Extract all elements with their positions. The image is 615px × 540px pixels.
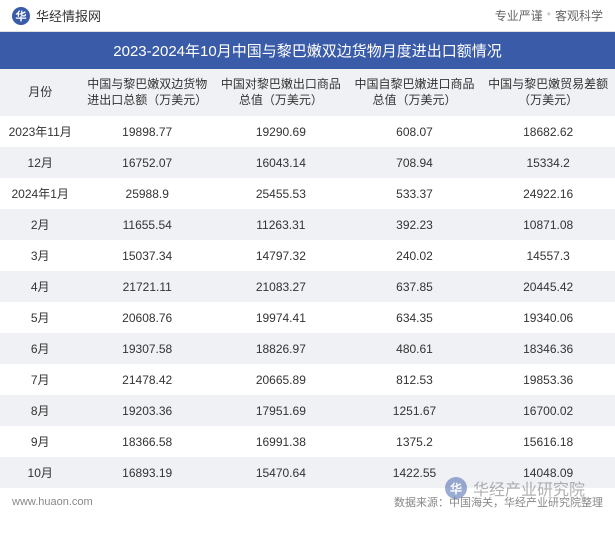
cell-balance: 15616.18	[481, 426, 615, 457]
footer-source: 数据来源：中国海关，华经产业研究院整理	[394, 494, 603, 510]
tagline-right: 客观科学	[555, 7, 603, 24]
cell-total: 21478.42	[80, 364, 214, 395]
cell-balance: 16700.02	[481, 395, 615, 426]
cell-import: 634.35	[348, 302, 482, 333]
column-header-export: 中国对黎巴嫩出口商品总值（万美元）	[214, 69, 348, 116]
trade-data-table: 月份 中国与黎巴嫩双边货物进出口总额（万美元） 中国对黎巴嫩出口商品总值（万美元…	[0, 69, 615, 488]
cell-total: 15037.34	[80, 240, 214, 271]
cell-export: 19290.69	[214, 116, 348, 147]
cell-month: 7月	[0, 364, 80, 395]
cell-month: 12月	[0, 147, 80, 178]
cell-import: 1375.2	[348, 426, 482, 457]
cell-total: 20608.76	[80, 302, 214, 333]
table-row: 12月 16752.07 16043.14 708.94 15334.2	[0, 147, 615, 178]
tagline: 专业严谨 • 客观科学	[495, 7, 603, 24]
footer-bar: www.huaon.com 数据来源：中国海关，华经产业研究院整理	[0, 488, 615, 516]
cell-balance: 19340.06	[481, 302, 615, 333]
cell-import: 1422.55	[348, 457, 482, 488]
table-row: 8月 19203.36 17951.69 1251.67 16700.02	[0, 395, 615, 426]
cell-export: 18826.97	[214, 333, 348, 364]
cell-total: 16752.07	[80, 147, 214, 178]
cell-month: 2024年1月	[0, 178, 80, 209]
cell-export: 19974.41	[214, 302, 348, 333]
table-row: 4月 21721.11 21083.27 637.85 20445.42	[0, 271, 615, 302]
cell-export: 11263.31	[214, 209, 348, 240]
table-row: 5月 20608.76 19974.41 634.35 19340.06	[0, 302, 615, 333]
logo-section: 华 华经情报网	[12, 6, 101, 25]
cell-balance: 15334.2	[481, 147, 615, 178]
cell-total: 16893.19	[80, 457, 214, 488]
cell-export: 25455.53	[214, 178, 348, 209]
cell-import: 637.85	[348, 271, 482, 302]
table-row: 6月 19307.58 18826.97 480.61 18346.36	[0, 333, 615, 364]
cell-month: 8月	[0, 395, 80, 426]
cell-total: 19307.58	[80, 333, 214, 364]
page-title: 2023-2024年10月中国与黎巴嫩双边货物月度进出口额情况	[0, 32, 615, 69]
cell-import: 392.23	[348, 209, 482, 240]
cell-export: 21083.27	[214, 271, 348, 302]
cell-total: 11655.54	[80, 209, 214, 240]
cell-export: 16043.14	[214, 147, 348, 178]
cell-balance: 14048.09	[481, 457, 615, 488]
column-header-month: 月份	[0, 69, 80, 116]
cell-month: 10月	[0, 457, 80, 488]
cell-export: 14797.32	[214, 240, 348, 271]
cell-month: 5月	[0, 302, 80, 333]
column-header-total: 中国与黎巴嫩双边货物进出口总额（万美元）	[80, 69, 214, 116]
cell-total: 18366.58	[80, 426, 214, 457]
cell-balance: 19853.36	[481, 364, 615, 395]
cell-month: 6月	[0, 333, 80, 364]
table-row: 9月 18366.58 16991.38 1375.2 15616.18	[0, 426, 615, 457]
table-row: 7月 21478.42 20665.89 812.53 19853.36	[0, 364, 615, 395]
cell-import: 608.07	[348, 116, 482, 147]
cell-month: 9月	[0, 426, 80, 457]
cell-import: 708.94	[348, 147, 482, 178]
cell-balance: 10871.08	[481, 209, 615, 240]
cell-balance: 24922.16	[481, 178, 615, 209]
cell-export: 16991.38	[214, 426, 348, 457]
column-header-balance: 中国与黎巴嫩贸易差额（万美元）	[481, 69, 615, 116]
tagline-divider: •	[547, 7, 551, 24]
table-row: 10月 16893.19 15470.64 1422.55 14048.09	[0, 457, 615, 488]
cell-import: 1251.67	[348, 395, 482, 426]
table-header: 月份 中国与黎巴嫩双边货物进出口总额（万美元） 中国对黎巴嫩出口商品总值（万美元…	[0, 69, 615, 116]
logo-text: 华经情报网	[36, 6, 101, 25]
cell-total: 25988.9	[80, 178, 214, 209]
cell-month: 3月	[0, 240, 80, 271]
table-body: 2023年11月 19898.77 19290.69 608.07 18682.…	[0, 116, 615, 488]
cell-total: 19203.36	[80, 395, 214, 426]
cell-import: 533.37	[348, 178, 482, 209]
cell-export: 20665.89	[214, 364, 348, 395]
cell-month: 2023年11月	[0, 116, 80, 147]
column-header-import: 中国自黎巴嫩进口商品总值（万美元）	[348, 69, 482, 116]
tagline-left: 专业严谨	[495, 7, 543, 24]
cell-import: 812.53	[348, 364, 482, 395]
cell-total: 19898.77	[80, 116, 214, 147]
cell-import: 480.61	[348, 333, 482, 364]
cell-balance: 14557.3	[481, 240, 615, 271]
table-row: 2024年1月 25988.9 25455.53 533.37 24922.16	[0, 178, 615, 209]
table-row: 2023年11月 19898.77 19290.69 608.07 18682.…	[0, 116, 615, 147]
cell-total: 21721.11	[80, 271, 214, 302]
table-row: 2月 11655.54 11263.31 392.23 10871.08	[0, 209, 615, 240]
top-bar: 华 华经情报网 专业严谨 • 客观科学	[0, 0, 615, 32]
cell-balance: 18346.36	[481, 333, 615, 364]
cell-month: 2月	[0, 209, 80, 240]
cell-balance: 18682.62	[481, 116, 615, 147]
cell-month: 4月	[0, 271, 80, 302]
cell-export: 17951.69	[214, 395, 348, 426]
footer-url: www.huaon.com	[12, 496, 93, 508]
cell-balance: 20445.42	[481, 271, 615, 302]
logo-icon: 华	[12, 7, 30, 25]
table-row: 3月 15037.34 14797.32 240.02 14557.3	[0, 240, 615, 271]
cell-export: 15470.64	[214, 457, 348, 488]
cell-import: 240.02	[348, 240, 482, 271]
